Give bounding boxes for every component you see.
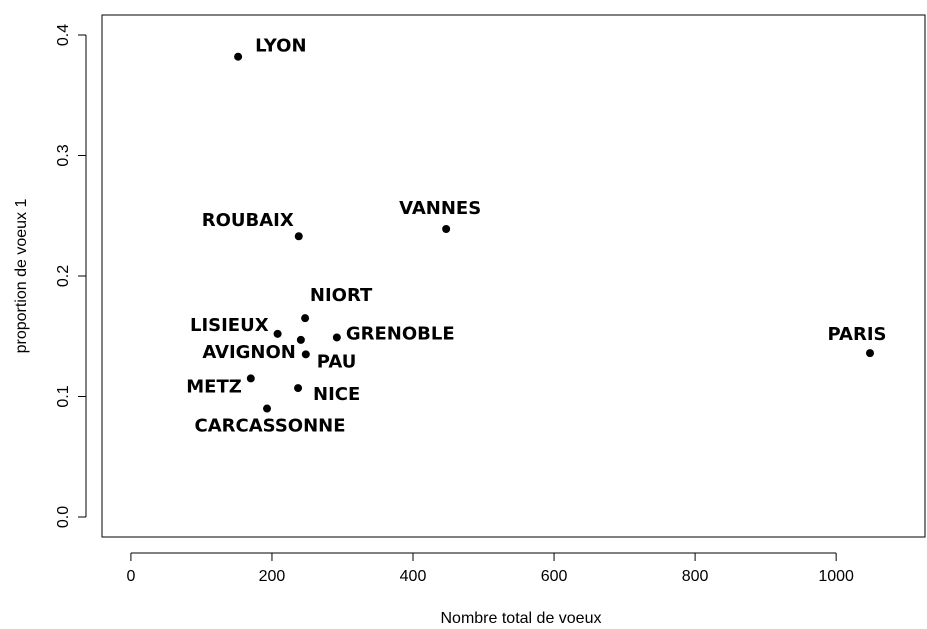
point bbox=[263, 404, 272, 413]
point-label: VANNES bbox=[399, 198, 481, 219]
point bbox=[294, 232, 303, 241]
point bbox=[273, 329, 282, 338]
x-axis-title: Nombre total de voeux bbox=[441, 610, 602, 627]
point-label: CARCASSONNE bbox=[195, 416, 346, 437]
point-label: PAU bbox=[317, 351, 357, 372]
point-label: LISIEUX bbox=[190, 315, 269, 336]
x-tick-label: 400 bbox=[400, 568, 427, 585]
point bbox=[246, 374, 255, 383]
point-label: GRENOBLE bbox=[346, 323, 455, 344]
point bbox=[442, 225, 451, 234]
point-label: AVIGNON bbox=[202, 342, 296, 363]
point-label: PARIS bbox=[827, 324, 886, 345]
y-tick-label: 0.1 bbox=[55, 385, 72, 407]
x-tick-label: 1000 bbox=[818, 568, 854, 585]
x-tick-label: 600 bbox=[541, 568, 568, 585]
point bbox=[865, 349, 874, 358]
x-tick-label: 0 bbox=[126, 568, 135, 585]
y-tick-label: 0.4 bbox=[55, 24, 72, 46]
point bbox=[294, 384, 303, 393]
point bbox=[301, 350, 310, 359]
point-label: LYON bbox=[255, 36, 306, 57]
y-axis-title: proportion de voeux 1 bbox=[13, 199, 30, 354]
x-tick-label: 800 bbox=[682, 568, 709, 585]
y-tick-label: 0.3 bbox=[55, 144, 72, 166]
plot-box bbox=[101, 14, 926, 538]
point-label: NIORT bbox=[310, 285, 373, 306]
point-label: METZ bbox=[186, 376, 242, 397]
x-tick-label: 200 bbox=[259, 568, 286, 585]
point-label: NICE bbox=[313, 384, 360, 405]
point bbox=[332, 333, 341, 342]
y-tick-label: 0.0 bbox=[55, 506, 72, 528]
point bbox=[234, 52, 243, 61]
point-label: ROUBAIX bbox=[202, 210, 294, 231]
y-tick-label: 0.2 bbox=[55, 265, 72, 287]
point bbox=[296, 335, 305, 344]
point bbox=[301, 314, 310, 323]
